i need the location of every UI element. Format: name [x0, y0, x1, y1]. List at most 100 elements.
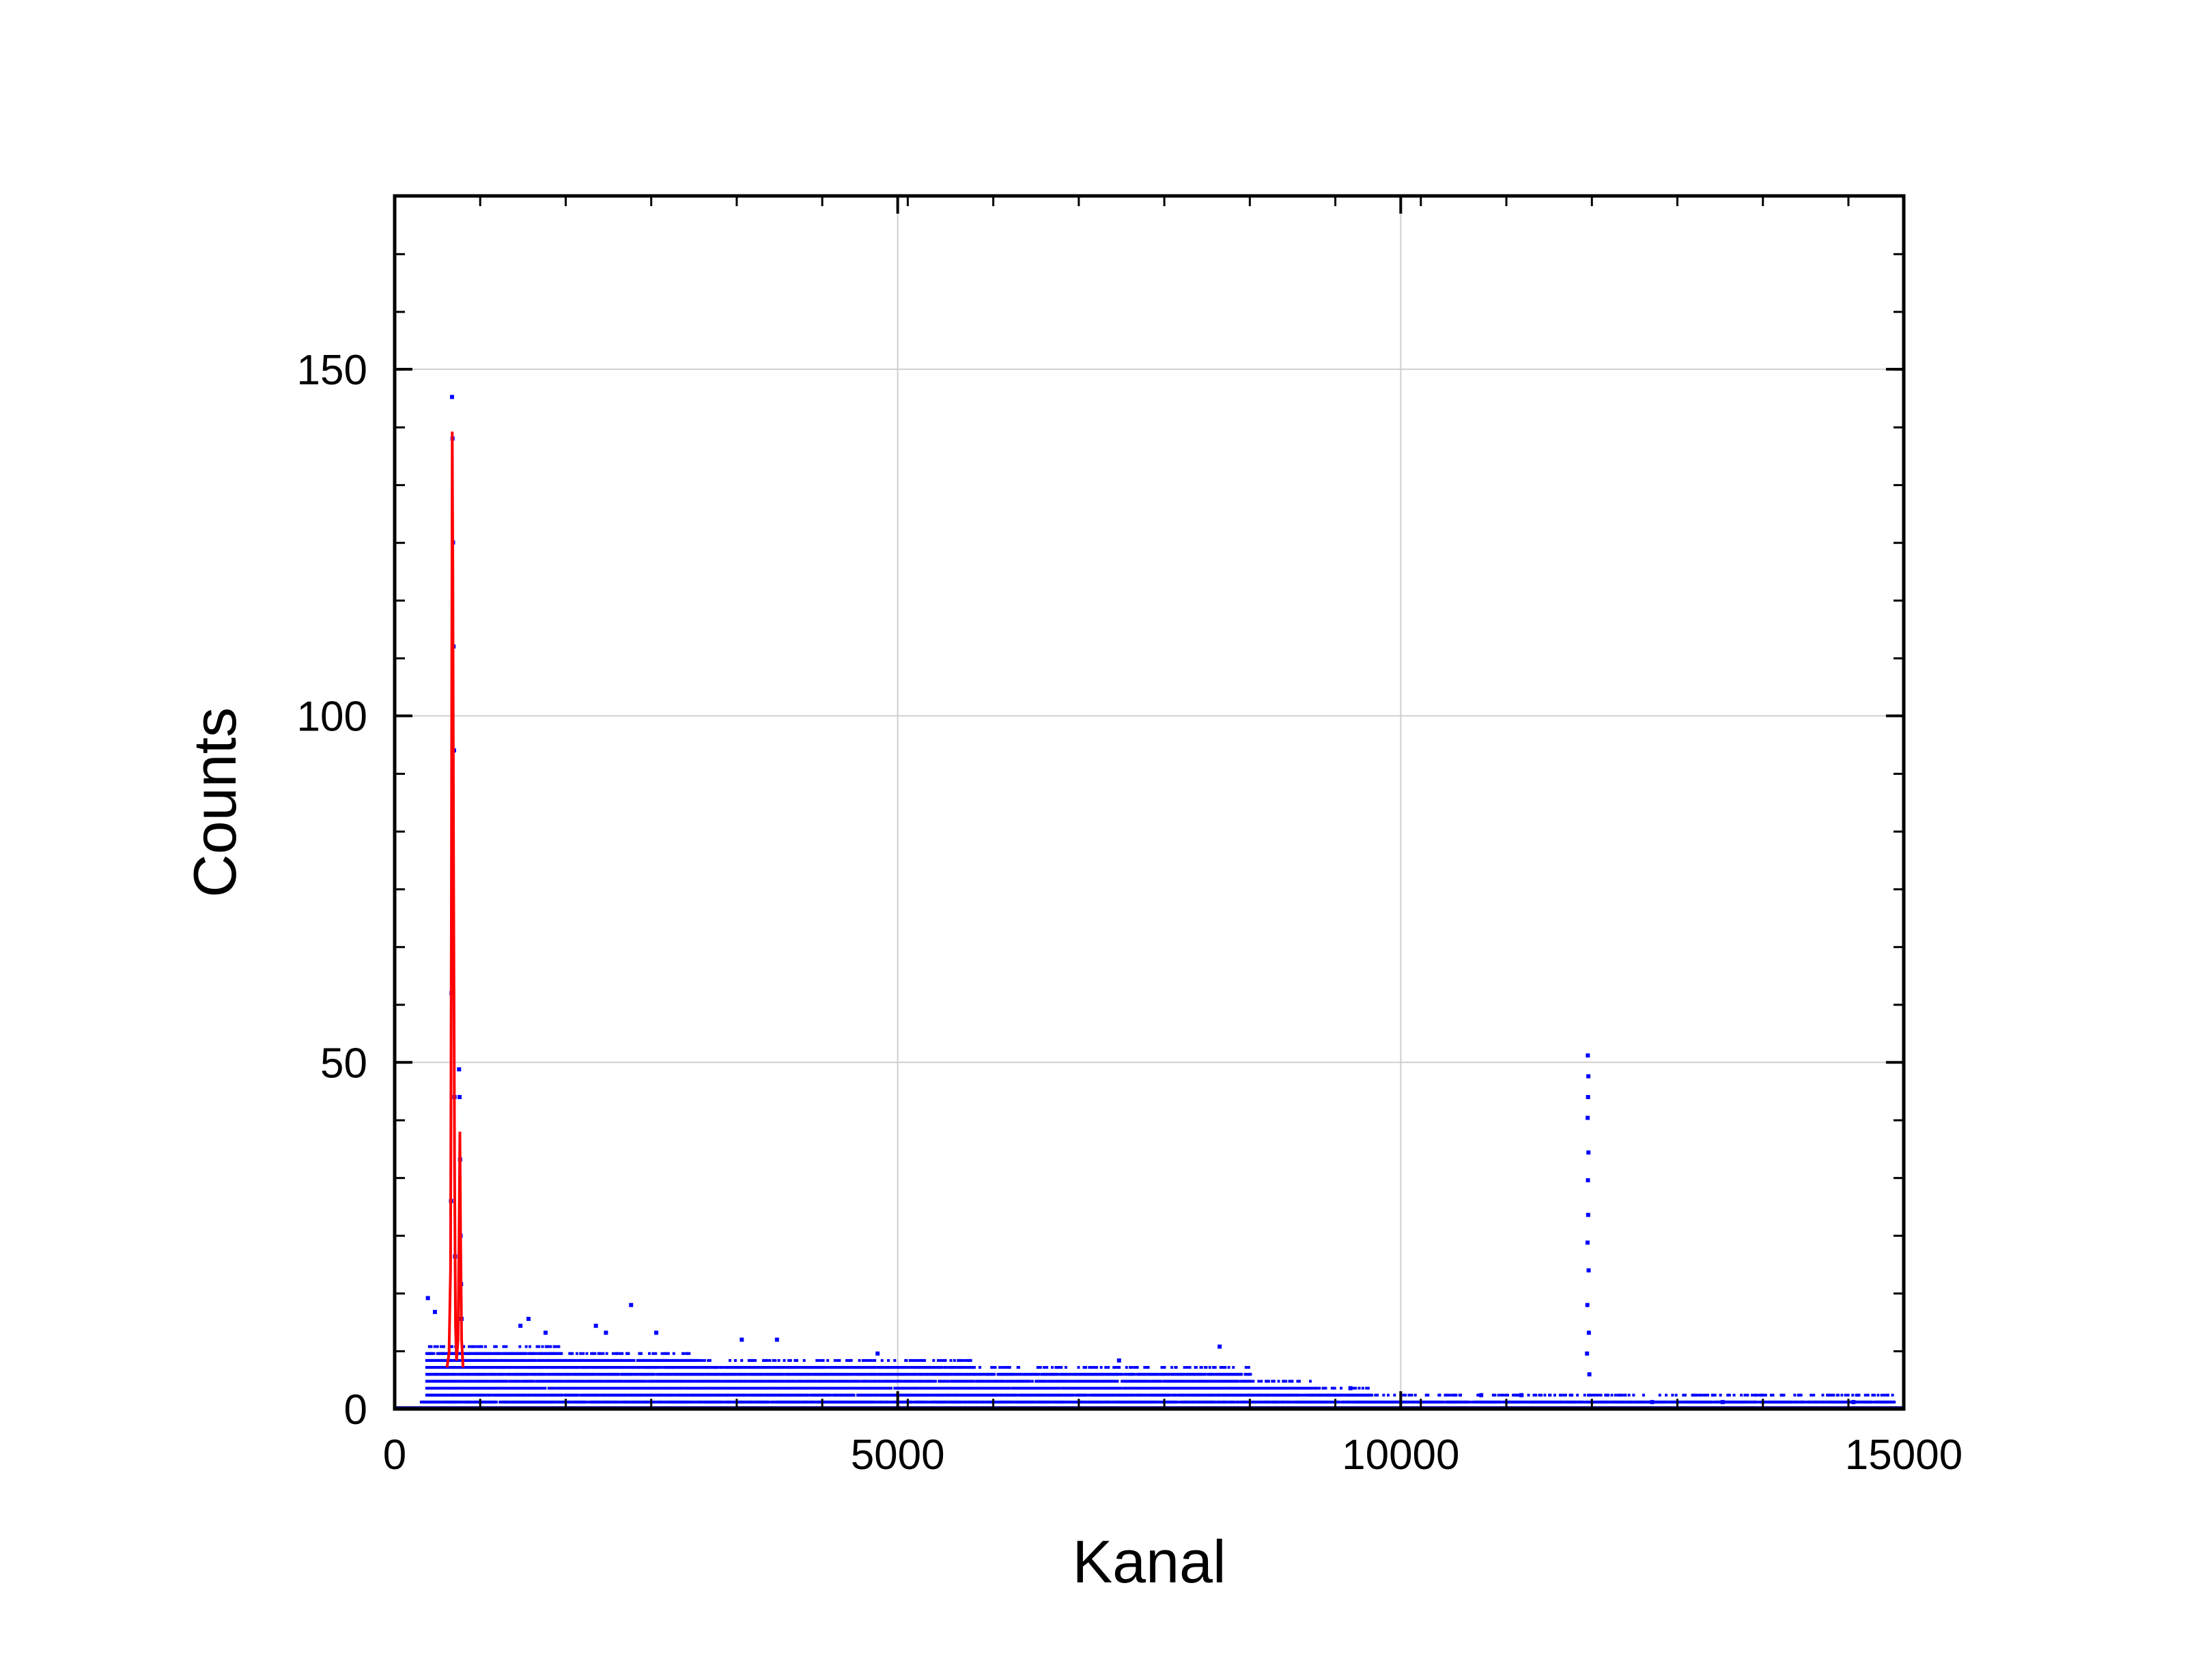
- background-count-mark: [882, 1400, 886, 1404]
- background-count-mark: [546, 1345, 550, 1348]
- background-count-mark: [740, 1358, 744, 1362]
- background-count-mark: [908, 1358, 912, 1362]
- background-count-mark: [955, 1393, 959, 1397]
- background-count-mark: [1043, 1393, 1047, 1397]
- background-count-mark: [776, 1380, 780, 1383]
- background-count-mark: [468, 1345, 471, 1348]
- background-count-mark: [438, 1373, 441, 1376]
- background-count-mark: [763, 1380, 767, 1383]
- background-count-mark: [778, 1366, 781, 1369]
- background-count-mark: [891, 1373, 895, 1376]
- background-count-mark: [569, 1373, 572, 1376]
- background-count-mark: [643, 1380, 647, 1383]
- background-count-mark: [491, 1393, 494, 1397]
- background-count-mark: [858, 1358, 861, 1362]
- background-count-mark: [864, 1373, 867, 1376]
- background-count-mark: [829, 1393, 832, 1397]
- background-count-mark: [738, 1386, 742, 1390]
- background-count-mark: [537, 1345, 541, 1348]
- background-count-mark: [1060, 1366, 1063, 1369]
- background-count-mark: [747, 1366, 750, 1369]
- background-count-mark: [432, 1366, 436, 1369]
- background-count-mark: [543, 1358, 546, 1362]
- background-count-mark: [1037, 1373, 1041, 1376]
- background-count-mark: [960, 1400, 963, 1404]
- background-count-mark: [622, 1358, 625, 1362]
- background-count-mark: [562, 1380, 565, 1383]
- background-count-mark: [979, 1373, 983, 1376]
- background-count-mark: [824, 1366, 828, 1369]
- background-count-mark: [500, 1358, 503, 1362]
- background-count-mark: [515, 1358, 518, 1362]
- background-count-mark: [946, 1380, 950, 1383]
- background-count-mark: [920, 1358, 924, 1362]
- background-count-mark: [813, 1400, 817, 1404]
- background-count-mark: [765, 1358, 769, 1362]
- background-count-mark: [874, 1380, 877, 1383]
- background-count-mark: [944, 1386, 947, 1390]
- background-count-mark: [582, 1352, 585, 1355]
- background-count-mark: [993, 1373, 996, 1376]
- background-count-mark: [780, 1373, 784, 1376]
- background-count-mark: [1015, 1373, 1018, 1376]
- background-count-mark: [871, 1386, 875, 1390]
- background-count-mark: [944, 1400, 948, 1404]
- background-count-mark: [466, 1380, 470, 1383]
- background-count-mark: [566, 1366, 569, 1369]
- background-count-mark: [440, 1400, 443, 1404]
- background-count-mark: [1058, 1386, 1061, 1390]
- background-count-mark: [443, 1386, 447, 1390]
- background-count-mark: [544, 1373, 548, 1376]
- background-count-mark: [689, 1400, 692, 1404]
- background-count-mark: [546, 1393, 550, 1397]
- background-count-mark: [1030, 1380, 1034, 1383]
- background-count-mark: [897, 1393, 901, 1397]
- background-count-mark: [949, 1393, 953, 1397]
- background-count-mark: [768, 1358, 772, 1362]
- background-count-mark: [910, 1373, 913, 1376]
- background-count-mark: [953, 1358, 956, 1362]
- background-count-mark: [1007, 1393, 1011, 1397]
- background-count-mark: [533, 1358, 537, 1362]
- background-count-mark: [991, 1366, 994, 1369]
- background-count-mark: [772, 1400, 775, 1404]
- background-count-mark: [438, 1352, 441, 1355]
- background-count-mark: [588, 1386, 591, 1390]
- background-count-mark: [518, 1380, 521, 1383]
- background-count-mark: [610, 1400, 614, 1404]
- background-count-mark: [457, 1373, 460, 1376]
- background-count-mark: [687, 1366, 690, 1369]
- background-count-mark: [651, 1352, 655, 1355]
- background-count-mark: [458, 1386, 461, 1390]
- background-count-mark: [1002, 1386, 1006, 1390]
- background-count-mark: [783, 1380, 786, 1383]
- background-count-mark: [585, 1352, 589, 1355]
- background-count-mark: [787, 1358, 791, 1362]
- background-count-mark: [801, 1393, 804, 1397]
- background-count-mark: [1052, 1380, 1056, 1383]
- background-count-mark: [461, 1386, 464, 1390]
- background-count-mark: [1017, 1366, 1020, 1369]
- background-count-mark: [960, 1358, 963, 1362]
- background-count-mark: [699, 1366, 702, 1369]
- background-count-mark: [585, 1400, 588, 1404]
- background-count-mark: [720, 1380, 724, 1383]
- background-count-mark: [600, 1358, 603, 1362]
- background-count-mark: [849, 1358, 853, 1362]
- background-count-mark: [814, 1380, 817, 1383]
- background-count-mark: [629, 1358, 632, 1362]
- background-count-mark: [807, 1386, 811, 1390]
- background-count-mark: [902, 1366, 905, 1369]
- background-count-mark: [494, 1400, 498, 1404]
- background-count-mark: [944, 1358, 947, 1362]
- background-count-mark: [852, 1386, 856, 1390]
- background-count-mark: [907, 1366, 911, 1369]
- background-count-mark: [446, 1393, 449, 1397]
- background-count-mark: [666, 1352, 670, 1355]
- grid-lines: [395, 196, 1904, 1409]
- background-count-mark: [854, 1386, 858, 1390]
- background-count-mark: [560, 1352, 563, 1355]
- background-count-mark: [532, 1380, 535, 1383]
- background-count-mark: [926, 1400, 929, 1404]
